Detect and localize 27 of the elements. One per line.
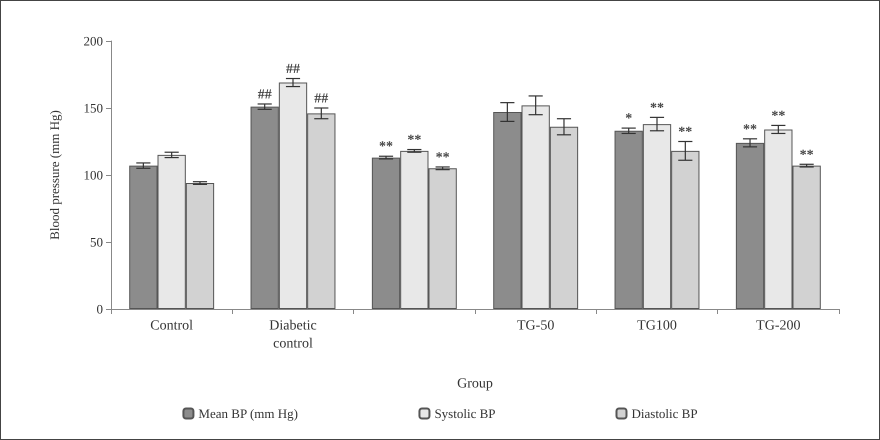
data-label: **: [800, 148, 814, 163]
data-label: ##: [314, 92, 328, 106]
x-tick-label: TG-200: [756, 318, 800, 334]
y-tick-label: 100: [84, 168, 103, 182]
x-tick-label: Diabetic control: [269, 318, 317, 352]
x-axis-title: Group: [457, 376, 493, 392]
data-label: ##: [258, 87, 272, 102]
data-label: ##: [286, 62, 300, 78]
x-tick-label: TG100: [637, 318, 677, 334]
y-tick-label: 0: [96, 302, 103, 316]
data-label: *: [625, 112, 632, 127]
x-tick-label: Control: [150, 318, 194, 334]
y-tick-label: 200: [84, 34, 103, 48]
data-label: **: [650, 100, 664, 116]
y-tick-label: 50: [90, 234, 103, 250]
data-label: **: [379, 140, 394, 155]
legend-label: Diastolic BP: [631, 406, 698, 421]
legend-label: Systolic BP: [434, 406, 496, 421]
data-label: **: [771, 108, 786, 124]
x-tick-label: TG-50: [517, 318, 554, 334]
y-tick-label: 150: [84, 100, 103, 116]
data-label: **: [436, 150, 450, 166]
y-axis-title: Blood pressure (mm Hg): [47, 110, 62, 240]
data-label: **: [407, 133, 422, 148]
data-label: **: [678, 125, 692, 140]
legend-label: Mean BP (mm Hg): [198, 406, 298, 421]
data-label: **: [743, 122, 758, 138]
